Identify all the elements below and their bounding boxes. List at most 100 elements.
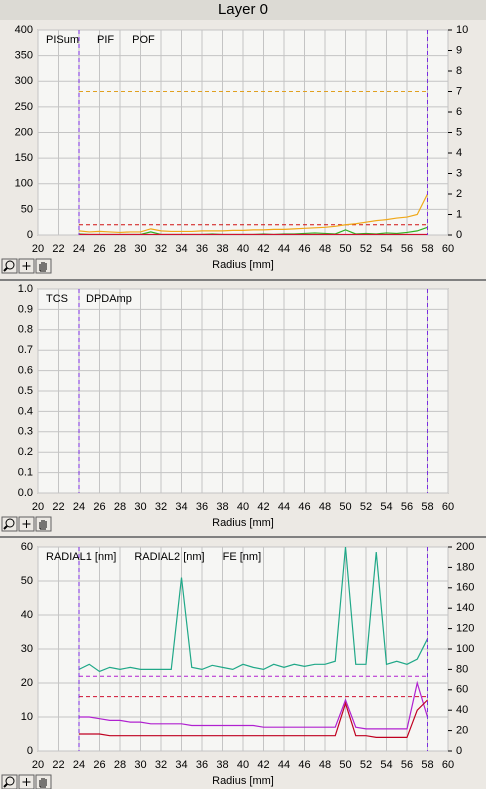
- zoom-icon: [5, 518, 15, 528]
- series-line: [79, 699, 428, 738]
- legend-entry: TCS: [46, 293, 68, 305]
- x-tick-label: 34: [175, 501, 187, 513]
- y-tick-label: 60: [21, 541, 33, 553]
- x-tick-label: 20: [32, 501, 44, 513]
- x-tick-label: 46: [298, 501, 310, 513]
- y-tick-label: 1.0: [18, 283, 33, 295]
- legend-entry: FE [nm]: [223, 551, 262, 563]
- x-tick-label: 54: [380, 501, 392, 513]
- plot-content: [78, 547, 429, 738]
- y-tick-label: 0.7: [18, 344, 33, 356]
- y2-tick-label: 100: [456, 643, 474, 655]
- x-tick-label: 28: [114, 243, 126, 255]
- x-tick-label: 30: [134, 243, 146, 255]
- y-tick-label: 400: [15, 24, 33, 36]
- y-tick-label: 150: [15, 152, 33, 164]
- x-tick-label: 32: [155, 243, 167, 255]
- y-tick-label: 0: [27, 229, 33, 241]
- y2-tick-label: 120: [456, 623, 474, 635]
- x-tick-label: 38: [216, 243, 228, 255]
- y2-tick-label: 200: [456, 541, 474, 553]
- y2-tick-label: 1: [456, 208, 462, 220]
- x-tick-label: 56: [401, 501, 413, 513]
- x-tick-label: 42: [257, 243, 269, 255]
- x-tick-label: 54: [380, 243, 392, 255]
- y2-tick-label: 4: [456, 147, 462, 159]
- x-tick-label: 24: [73, 501, 85, 513]
- y2-tick-label: 20: [456, 725, 468, 737]
- add-icon: [22, 262, 31, 270]
- y-tick-label: 350: [15, 50, 33, 62]
- x-tick-label: 20: [32, 759, 44, 771]
- y2-tick-label: 8: [456, 65, 462, 77]
- x-tick-label: 50: [339, 243, 351, 255]
- x-tick-label: 36: [196, 243, 208, 255]
- legend-entry: RADIAL2 [nm]: [134, 551, 204, 563]
- y2-tick-label: 40: [456, 704, 468, 716]
- legend-entry: PIF: [97, 34, 114, 46]
- x-tick-label: 32: [155, 759, 167, 771]
- pan-icon: [39, 262, 47, 272]
- y-tick-label: 50: [21, 575, 33, 587]
- x-tick-label: 28: [114, 501, 126, 513]
- x-tick-label: 48: [319, 243, 331, 255]
- y2-tick-label: 2: [456, 188, 462, 200]
- zoom-icon: [5, 776, 15, 786]
- x-tick-label: 38: [216, 759, 228, 771]
- title-bar: [0, 0, 486, 20]
- y-tick-label: 0.9: [18, 303, 33, 315]
- x-tick-label: 32: [155, 501, 167, 513]
- x-tick-label: 36: [196, 501, 208, 513]
- y-tick-label: 20: [21, 677, 33, 689]
- y2-tick-label: 0: [456, 229, 462, 241]
- x-tick-label: 24: [73, 243, 85, 255]
- y-tick-label: 0.2: [18, 446, 33, 458]
- y-tick-label: 0.6: [18, 365, 33, 377]
- x-tick-label: 40: [237, 759, 249, 771]
- y-tick-label: 250: [15, 101, 33, 113]
- x-tick-label: 30: [134, 759, 146, 771]
- y2-tick-label: 3: [456, 167, 462, 179]
- y-tick-label: 40: [21, 609, 33, 621]
- pan-icon: [39, 520, 47, 530]
- x-axis-label: Radius [mm]: [212, 775, 274, 787]
- add-icon: [22, 778, 31, 786]
- x-tick-label: 42: [257, 501, 269, 513]
- y2-tick-label: 80: [456, 663, 468, 675]
- x-tick-label: 22: [52, 501, 64, 513]
- y-tick-label: 50: [21, 203, 33, 215]
- x-tick-label: 52: [360, 501, 372, 513]
- y2-tick-label: 7: [456, 85, 462, 97]
- pan-icon: [39, 778, 47, 788]
- zoom-icon: [3, 267, 8, 272]
- y2-tick-label: 180: [456, 561, 474, 573]
- y-tick-label: 0.0: [18, 487, 33, 499]
- x-tick-label: 60: [442, 501, 454, 513]
- x-tick-label: 60: [442, 243, 454, 255]
- x-tick-label: 40: [237, 243, 249, 255]
- zoom-icon: [5, 260, 15, 270]
- y2-tick-label: 9: [456, 44, 462, 56]
- x-tick-label: 42: [257, 759, 269, 771]
- x-tick-label: 52: [360, 243, 372, 255]
- x-tick-label: 44: [278, 759, 290, 771]
- x-tick-label: 20: [32, 243, 44, 255]
- x-tick-label: 34: [175, 759, 187, 771]
- x-tick-label: 36: [196, 759, 208, 771]
- legend-entry: POF: [132, 34, 155, 46]
- x-tick-label: 24: [73, 759, 85, 771]
- x-tick-label: 58: [421, 759, 433, 771]
- y2-tick-label: 5: [456, 126, 462, 138]
- x-tick-label: 22: [52, 243, 64, 255]
- x-tick-label: 58: [421, 243, 433, 255]
- y2-tick-label: 60: [456, 684, 468, 696]
- x-tick-label: 50: [339, 501, 351, 513]
- series-line: [78, 193, 429, 234]
- y2-tick-label: 0: [456, 745, 462, 757]
- x-tick-label: 38: [216, 501, 228, 513]
- window-title: Layer 0: [218, 1, 268, 18]
- x-tick-label: 54: [380, 759, 392, 771]
- y-tick-label: 200: [15, 126, 33, 138]
- x-tick-label: 50: [339, 759, 351, 771]
